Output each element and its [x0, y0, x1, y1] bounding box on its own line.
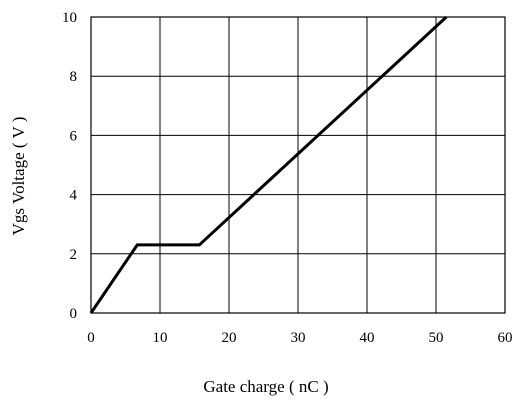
y-tick-label-6: 6 — [70, 128, 78, 144]
y-tick-label-10: 10 — [62, 10, 77, 26]
series-line-1 — [89, 15, 448, 314]
plot-area-frame — [90, 16, 506, 314]
y-axis-tick-labels: 0 2 4 6 8 10 — [62, 10, 78, 322]
grid-lines — [91, 17, 505, 313]
y-axis-label: Vgs Voltage ( V ) — [9, 117, 28, 236]
y-tick-label-2: 2 — [70, 247, 78, 263]
y-tick-label-8: 8 — [70, 69, 78, 85]
x-tick-label-40: 40 — [360, 330, 375, 346]
x-tick-label-60: 60 — [498, 330, 513, 346]
y-tick-label-4: 4 — [70, 188, 78, 204]
x-tick-label-30: 30 — [291, 330, 306, 346]
x-axis-tick-labels: 0 10 20 30 40 50 60 — [87, 330, 512, 346]
series-layer — [89, 15, 448, 314]
x-tick-label-20: 20 — [222, 330, 237, 346]
y-tick-label-0: 0 — [70, 306, 78, 322]
x-tick-label-10: 10 — [153, 330, 168, 346]
x-tick-label-50: 50 — [429, 330, 444, 346]
x-axis-label: Gate charge ( nC ) — [203, 377, 328, 396]
x-tick-label-0: 0 — [87, 330, 95, 346]
